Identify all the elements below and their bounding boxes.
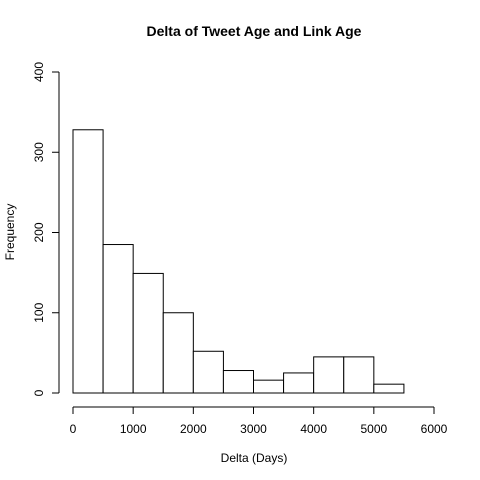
x-tick-label: 5000 (360, 422, 387, 436)
y-tick-label: 200 (32, 222, 46, 242)
histogram-bar (222, 370, 255, 394)
histogram-bar (283, 372, 315, 394)
histogram-bar (72, 129, 104, 394)
y-axis: 0 100 200 300 400 (32, 62, 60, 396)
histogram-bar (253, 379, 285, 394)
histogram-bar (162, 312, 194, 394)
chart-title: Delta of Tweet Age and Link Age (147, 23, 362, 39)
y-tick-label: 100 (32, 302, 46, 322)
x-tick-label: 1000 (120, 422, 147, 436)
y-tick-label: 0 (32, 389, 46, 396)
histogram-bar (132, 272, 164, 394)
x-axis: 0 1000 2000 3000 4000 5000 6000 (70, 406, 448, 436)
x-tick-label: 6000 (421, 422, 448, 436)
x-tick-label: 3000 (240, 422, 267, 436)
y-tick-label: 400 (32, 62, 46, 82)
x-tick-label: 4000 (300, 422, 327, 436)
histogram-bar (373, 383, 405, 394)
histogram-bar (102, 244, 134, 394)
bars-group (72, 129, 405, 394)
y-tick-label: 300 (32, 142, 46, 162)
x-tick-label: 0 (70, 422, 77, 436)
histogram-bar (192, 350, 224, 394)
x-tick-label: 2000 (180, 422, 207, 436)
histogram-bar (343, 356, 375, 394)
histogram-bar (313, 356, 345, 394)
x-axis-label: Delta (Days) (221, 451, 288, 465)
y-axis-label: Frequency (3, 204, 17, 261)
